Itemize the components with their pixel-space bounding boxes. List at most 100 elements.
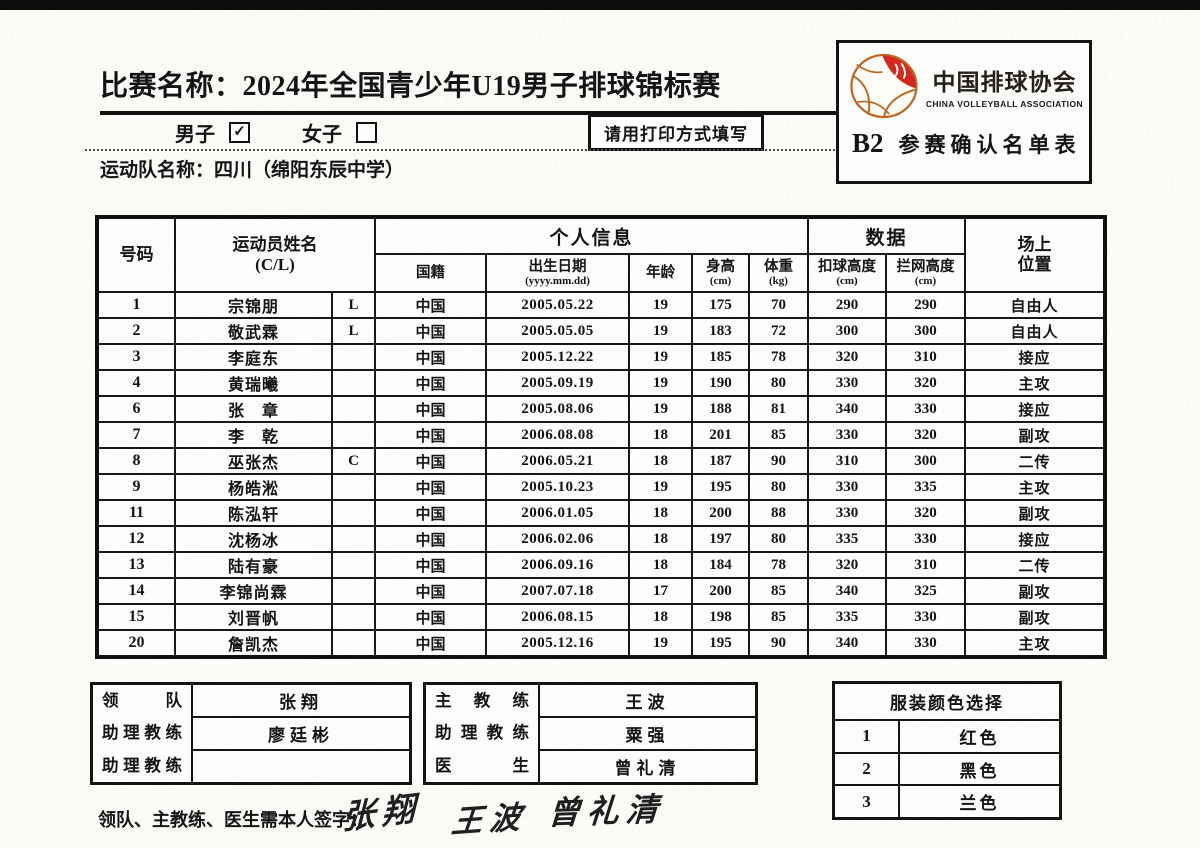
staff-label: 助理教练 bbox=[102, 755, 182, 775]
player-name: 陈泓轩 bbox=[174, 499, 333, 527]
player-age: 19 bbox=[628, 473, 693, 501]
player-number: 9 bbox=[96, 473, 176, 501]
player-spike-height: 330 bbox=[807, 421, 887, 449]
staff-label: 医生 bbox=[435, 755, 529, 775]
group-header-personal-info: 个人信息 bbox=[374, 216, 809, 255]
height-line2: (cm) bbox=[709, 275, 732, 287]
player-name: 敬武霖 bbox=[174, 317, 333, 345]
player-block-height: 320 bbox=[884, 369, 967, 397]
player-height: 188 bbox=[691, 395, 750, 423]
header-row-2: 国籍 出生日期 (yyyy.mm.dd) 年龄 身高 (cm) 体重 (kg) … bbox=[97, 253, 1105, 293]
player-spike-height: 340 bbox=[807, 577, 887, 605]
player-birthdate: 2005.10.23 bbox=[485, 473, 630, 501]
player-height: 200 bbox=[691, 499, 750, 527]
roster-table: 号码 运动员姓名 (C/L) 个人信息 数据 场上 位置 国籍 出生日期 (yy… bbox=[95, 215, 1108, 659]
player-nationality: 中国 bbox=[374, 343, 487, 371]
player-cl-flag: L bbox=[331, 317, 376, 345]
block-line2: (cm) bbox=[914, 275, 937, 287]
form-name: 参赛确认名单表 bbox=[898, 133, 1081, 157]
player-cl-flag bbox=[331, 577, 376, 605]
player-number: 2 bbox=[96, 317, 176, 345]
player-block-height: 330 bbox=[884, 525, 967, 553]
player-birthdate: 2006.08.08 bbox=[485, 421, 630, 449]
staff-value: 王波 bbox=[625, 693, 670, 712]
player-age: 19 bbox=[628, 317, 693, 345]
player-position: 二传 bbox=[964, 551, 1107, 579]
gender-row: 男子 ✓ 女子 bbox=[175, 118, 377, 147]
roster-row: 7 李 乾 中国 2006.08.08 18 201 85 330 320 副攻 bbox=[96, 421, 1107, 449]
player-age: 18 bbox=[628, 525, 693, 553]
player-age: 18 bbox=[628, 447, 693, 475]
roster-row: 15 刘晋帆 中国 2006.08.15 18 198 85 335 330 副… bbox=[96, 603, 1107, 631]
player-name: 李 乾 bbox=[174, 421, 333, 449]
player-name: 詹凯杰 bbox=[174, 629, 333, 658]
player-block-height: 290 bbox=[884, 291, 967, 319]
player-age: 18 bbox=[628, 603, 693, 631]
player-height: 198 bbox=[691, 603, 750, 631]
uniform-row: 2 黑色 bbox=[835, 751, 1059, 785]
player-height: 195 bbox=[691, 629, 750, 658]
staff-label: 助理教练 bbox=[435, 723, 529, 743]
player-number: 14 bbox=[96, 577, 176, 605]
player-height: 187 bbox=[691, 447, 750, 475]
male-checkbox: ✓ bbox=[229, 122, 250, 143]
player-block-height: 330 bbox=[884, 629, 967, 658]
form-code-row: B2 参赛确认名单表 bbox=[839, 120, 1089, 159]
player-name: 李庭东 bbox=[174, 343, 333, 371]
player-age: 19 bbox=[628, 291, 693, 319]
player-birthdate: 2006.09.16 bbox=[485, 551, 630, 579]
player-weight: 78 bbox=[748, 551, 809, 579]
player-cl-flag bbox=[331, 343, 376, 371]
player-nationality: 中国 bbox=[374, 629, 487, 658]
player-birthdate: 2005.05.22 bbox=[485, 291, 630, 319]
player-nationality: 中国 bbox=[374, 525, 487, 553]
player-weight: 78 bbox=[748, 343, 809, 371]
scan-edge-artifact bbox=[0, 0, 1200, 10]
page-title: 比赛名称：2024年全国青少年U19男子排球锦标赛 bbox=[100, 64, 838, 115]
player-weight: 85 bbox=[748, 577, 809, 605]
player-name: 宗锦朋 bbox=[174, 291, 333, 319]
player-weight: 90 bbox=[748, 447, 809, 475]
player-number: 12 bbox=[96, 525, 176, 553]
player-block-height: 325 bbox=[884, 577, 967, 605]
player-spike-height: 330 bbox=[807, 499, 887, 527]
player-cl-flag bbox=[331, 395, 376, 423]
player-nationality: 中国 bbox=[374, 499, 487, 527]
staff-table-left: 领队 助理教练 助理教练 张翔 廖廷彬 bbox=[90, 682, 412, 785]
player-weight: 80 bbox=[748, 369, 809, 397]
player-age: 19 bbox=[628, 629, 693, 658]
staff-value: 曾礼清 bbox=[540, 749, 755, 782]
col-header-weight: 体重 (kg) bbox=[748, 253, 809, 293]
staff-right-labels: 主教练 助理教练 医生 bbox=[426, 685, 540, 782]
player-spike-height: 330 bbox=[807, 473, 887, 501]
player-number: 6 bbox=[96, 395, 176, 423]
team-name: 运动队名称：四川（绵阳东辰中学） bbox=[100, 160, 405, 181]
player-nationality: 中国 bbox=[374, 473, 487, 501]
uniform-color-name: 兰色 bbox=[959, 794, 1000, 814]
player-cl-flag bbox=[331, 629, 376, 658]
player-cl-flag bbox=[331, 421, 376, 449]
player-name: 陆有豪 bbox=[174, 551, 333, 579]
col-header-position: 场上 位置 bbox=[964, 216, 1107, 293]
gender-female-label: 女子 bbox=[302, 124, 342, 146]
player-weight: 85 bbox=[748, 421, 809, 449]
player-block-height: 300 bbox=[884, 447, 967, 475]
player-block-height: 320 bbox=[884, 421, 967, 449]
player-cl-flag bbox=[331, 369, 376, 397]
player-weight: 88 bbox=[748, 499, 809, 527]
player-age: 18 bbox=[628, 551, 693, 579]
weight-line1: 体重 bbox=[764, 259, 793, 275]
staff-label: 助理教练 bbox=[102, 723, 182, 743]
player-number: 8 bbox=[96, 447, 176, 475]
player-block-height: 310 bbox=[884, 551, 967, 579]
player-number: 3 bbox=[96, 343, 176, 371]
player-position: 主攻 bbox=[964, 629, 1107, 658]
staff-value: 张翔 bbox=[279, 693, 323, 712]
signature-handwritten: 张翔 bbox=[341, 790, 422, 838]
player-name: 黄瑞曦 bbox=[174, 369, 333, 397]
group-header-data: 数据 bbox=[806, 216, 967, 255]
player-birthdate: 2006.05.21 bbox=[485, 447, 630, 475]
player-weight: 72 bbox=[748, 317, 809, 345]
spike-line1: 扣球高度 bbox=[818, 259, 876, 275]
player-height: 175 bbox=[691, 291, 750, 319]
